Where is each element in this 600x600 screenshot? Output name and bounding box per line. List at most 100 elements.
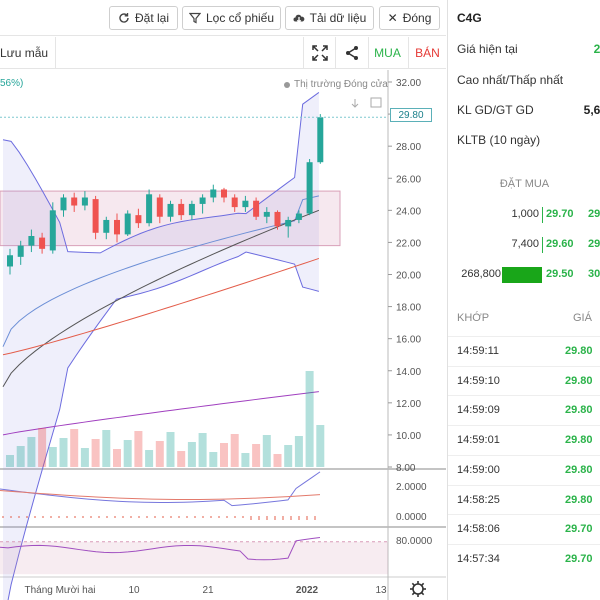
save-template-label: Lưu mẫu [0, 46, 49, 60]
bid-bar [502, 267, 542, 283]
y-tick-label: 22.00 [396, 238, 421, 249]
info-row-high-low: Cao nhất/Thấp nhất [457, 73, 600, 87]
price-chart[interactable]: 32.0030.0028.0026.0024.0022.0020.0018.00… [0, 70, 446, 600]
volume-bar [123, 440, 132, 467]
volume-bar [252, 444, 261, 467]
info-label: KL GD/GT GD [457, 103, 534, 117]
y-tick-label: 26.00 [396, 174, 421, 185]
candle-body [199, 197, 206, 204]
close-button[interactable]: ✕ Đóng [379, 6, 440, 30]
candle-body [210, 189, 217, 198]
candle-body [253, 200, 260, 217]
trade-time: 14:59:01 [457, 434, 500, 447]
orderbook-title: ĐẶT MUA [499, 178, 550, 190]
download-data-label: Tải dữ liệu [309, 11, 367, 25]
volume-bar [134, 431, 143, 467]
close-label: Đóng [402, 11, 432, 25]
volume-bar [59, 438, 68, 467]
trade-price: 29.80 [565, 374, 593, 387]
candle-body [49, 210, 56, 251]
chart-header: Lưu mẫu MUA BÁN [0, 37, 446, 69]
volume-bar [284, 445, 293, 467]
orderbook-row[interactable]: 7,400 29.60 29 [448, 235, 600, 255]
volume-bar [91, 439, 100, 467]
orderbook-row[interactable]: 268,800 29.50 30 [448, 265, 600, 285]
settings-gear-icon[interactable] [410, 581, 426, 597]
candle-body [156, 197, 163, 217]
volume-bar [198, 433, 207, 467]
expand-icon [311, 45, 328, 61]
y-tick-label: 20.00 [396, 271, 421, 282]
trade-row: 14:59:09 29.80 [448, 395, 600, 424]
volume-bar [38, 428, 47, 467]
fullscreen-button[interactable] [303, 37, 335, 69]
candle-body [221, 189, 227, 198]
x-tick-label: 13 [375, 585, 387, 596]
trade-price: 29.80 [565, 493, 593, 506]
ma-purple [2, 391, 319, 436]
bid-volume: 268,800 [461, 268, 501, 280]
volume-bar [27, 437, 36, 467]
candle-body [81, 197, 88, 206]
macd-tick-label: 2.0000 [396, 482, 427, 493]
volume-bar [273, 454, 282, 467]
download-data-button[interactable]: Tải dữ liệu [285, 6, 374, 30]
volume-bar [113, 449, 121, 467]
y-tick-label: 32.00 [396, 78, 421, 89]
candle-body [274, 211, 281, 227]
volume-bar [294, 436, 303, 467]
bid-volume: 1,000 [511, 208, 539, 220]
rsi-tick-label: 80.0000 [396, 536, 433, 547]
trade-row: 14:59:00 29.80 [448, 454, 600, 484]
volume-bar [305, 371, 314, 467]
candle-body [178, 203, 185, 216]
candle-body [295, 213, 302, 220]
signal-line [0, 490, 321, 500]
trade-time: 14:58:06 [457, 523, 500, 536]
candle-body [242, 200, 249, 208]
buy-button[interactable]: MUA [368, 37, 406, 69]
candle-body [146, 194, 153, 224]
volume-bar [48, 447, 57, 467]
market-status-label: Thị trường Đóng cửa [294, 79, 388, 90]
y-tick-label: 18.00 [396, 303, 421, 314]
trade-row: 14:58:25 29.80 [448, 484, 600, 514]
candle-body [28, 236, 35, 246]
save-template-button[interactable]: Lưu mẫu [0, 37, 56, 69]
candle-body [60, 197, 67, 211]
candle-body [7, 255, 13, 267]
stock-info-panel: C4G Giá hiện tại 29 Cao nhất/Thấp nhất K… [447, 0, 600, 600]
current-price-tag: 29.80 [390, 108, 432, 122]
volume-bar [220, 443, 228, 467]
candle-body [92, 199, 99, 233]
trade-price: 29.80 [565, 434, 593, 447]
volume-bar [6, 455, 14, 467]
volume-bar [80, 448, 89, 467]
trade-row: 14:59:11 29.80 [448, 336, 600, 365]
trades-time-header: KHỚP [457, 312, 490, 324]
candle-body [167, 203, 174, 217]
share-button[interactable] [335, 37, 367, 69]
candle-body [306, 162, 313, 214]
volume-bar [177, 451, 186, 467]
x-tick-label: Tháng Mười hai [24, 585, 95, 596]
bollinger-fill [3, 92, 319, 600]
trade-row: 14:59:10 29.80 [448, 365, 600, 395]
trades-header: KHỚP GIÁ [448, 312, 600, 332]
candle-body [317, 117, 324, 163]
stock-filter-button[interactable]: Lọc cổ phiếu [182, 6, 281, 30]
candle-body [263, 211, 270, 217]
candle-body [231, 197, 238, 208]
orderbook-row[interactable]: 1,000 29.70 29 [448, 205, 600, 225]
trade-time: 14:59:09 [457, 404, 500, 417]
sell-button[interactable]: BÁN [408, 37, 446, 69]
trade-time: 14:57:34 [457, 552, 500, 565]
info-label: Cao nhất/Thấp nhất [457, 73, 564, 87]
trade-time: 14:59:11 [457, 345, 500, 357]
reset-button[interactable]: Đặt lại [109, 6, 178, 30]
refresh-icon [119, 13, 129, 23]
volume-bar [262, 435, 271, 467]
info-row-volume-value: KL GD/GT GD 5,68 [457, 103, 600, 117]
symbol-label: C4G [457, 11, 482, 25]
y-tick-label: 16.00 [396, 335, 421, 346]
